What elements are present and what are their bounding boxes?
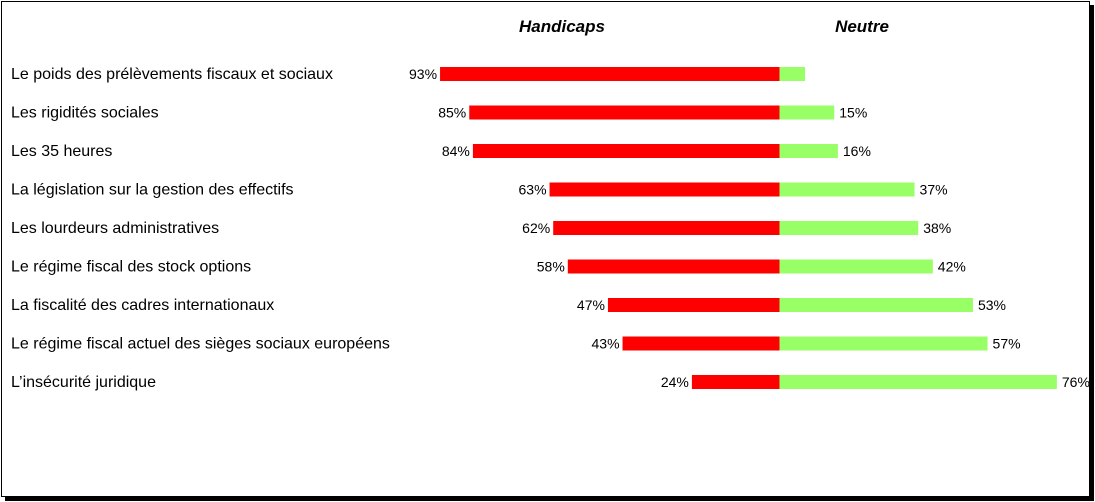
value-label-neutre: 42%: [938, 259, 966, 275]
category-label: Les lourdeurs administratives: [11, 220, 219, 237]
value-label-handicaps: 63%: [519, 182, 547, 198]
value-label-neutre: 76%: [1062, 374, 1090, 390]
bar-handicaps: [567, 259, 780, 274]
value-label-handicaps: 58%: [537, 259, 565, 275]
category-label: Le régime fiscal des stock options: [11, 259, 251, 276]
bar-handicaps: [553, 221, 780, 235]
bar-neutre: [779, 259, 933, 274]
value-label-handicaps: 47%: [577, 297, 605, 313]
value-label-neutre: 37%: [920, 182, 948, 198]
value-label-handicaps: 24%: [661, 374, 689, 390]
category-label: Le poids des prélèvements fiscaux et soc…: [11, 66, 333, 83]
bar-neutre: [779, 221, 919, 235]
series-header-right: Neutre: [835, 17, 889, 36]
category-label: La législation sur la gestion des effect…: [11, 182, 294, 199]
value-label-handicaps: 93%: [409, 66, 437, 82]
bar-handicaps: [549, 182, 780, 197]
value-label-neutre: 15%: [839, 105, 867, 121]
value-label-handicaps: 85%: [438, 105, 466, 121]
bar-handicaps: [440, 67, 780, 81]
bar-handicaps: [469, 105, 780, 120]
value-label-neutre: 38%: [923, 220, 951, 236]
value-label-handicaps: 84%: [442, 143, 470, 159]
bar-neutre: [779, 144, 838, 158]
bar-handicaps: [607, 298, 780, 312]
bar-neutre: [779, 375, 1057, 389]
category-label: L’insécurité juridique: [11, 374, 156, 391]
bar-handicaps: [472, 144, 780, 158]
value-label-handicaps: 62%: [522, 220, 550, 236]
value-label-neutre: 53%: [978, 297, 1006, 313]
category-label: La fiscalité des cadres internationaux: [11, 297, 274, 314]
value-label-handicaps: 43%: [592, 336, 620, 352]
bar-neutre: [779, 67, 806, 81]
category-label: Les rigidités sociales: [11, 105, 159, 122]
bar-neutre: [779, 336, 988, 351]
value-label-neutre: 57%: [993, 336, 1021, 352]
bar-neutre: [779, 298, 973, 312]
value-label-neutre: 16%: [843, 143, 871, 159]
bar-neutre: [779, 182, 915, 197]
bar-handicaps: [691, 375, 780, 389]
series-header-left: Handicaps: [519, 17, 605, 36]
bar-neutre: [779, 105, 835, 120]
category-label: Les 35 heures: [11, 143, 112, 160]
category-label: Le régime fiscal actuel des sièges socia…: [11, 336, 390, 353]
bar-handicaps: [622, 336, 780, 351]
